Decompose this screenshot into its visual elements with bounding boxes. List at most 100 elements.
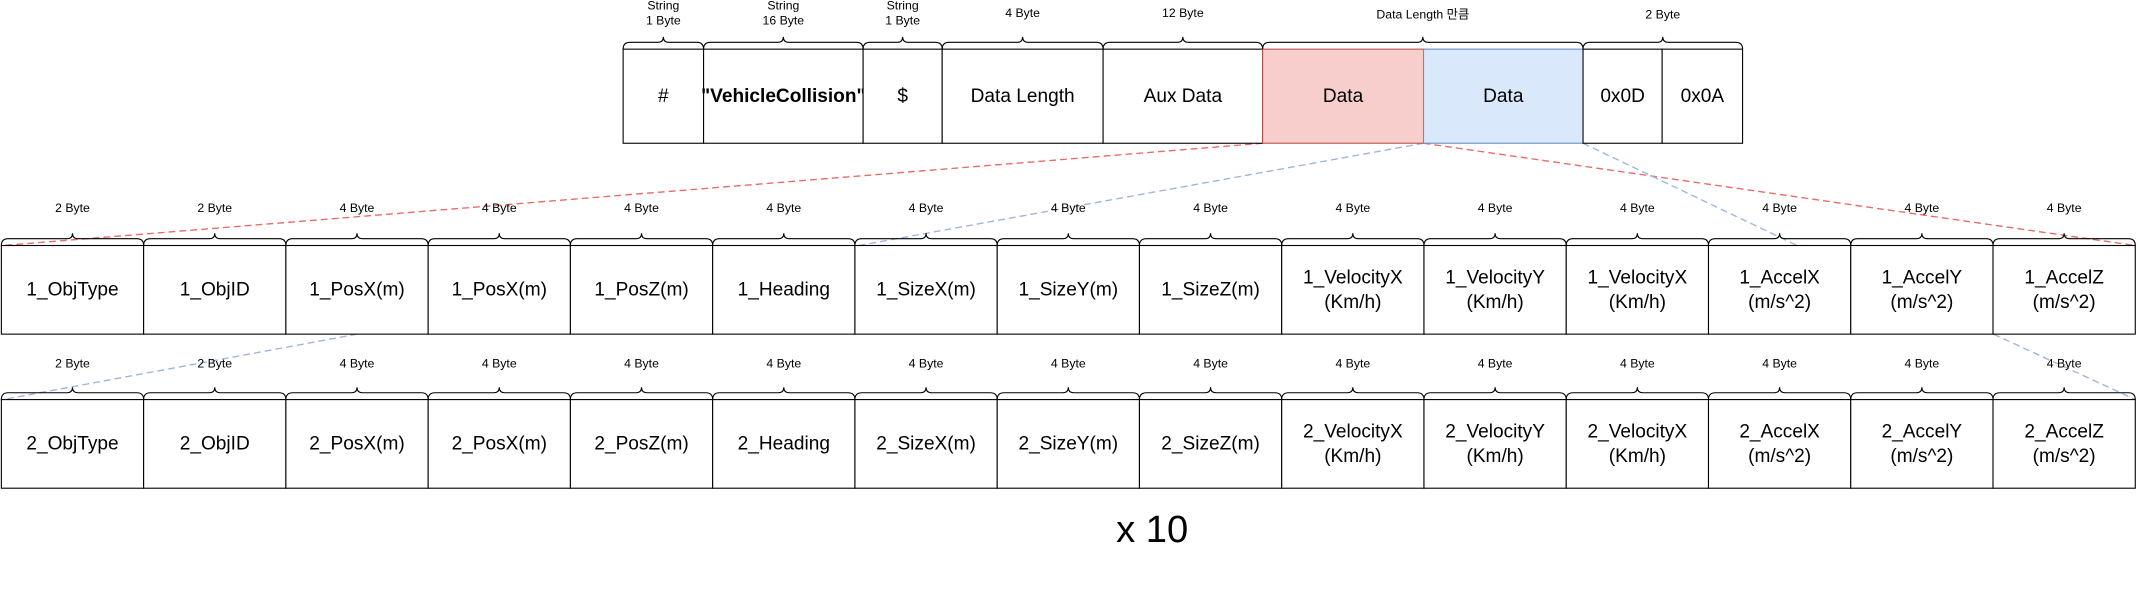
- size-label: 4 Byte: [1051, 356, 1086, 370]
- size-label: Data Length 만큼: [1376, 7, 1469, 21]
- cell-text: 1_VelocityX: [1303, 267, 1403, 288]
- brace: [427, 387, 571, 400]
- cell-text: 2_AccelY: [1882, 421, 1963, 442]
- size-label: 4 Byte: [766, 356, 801, 370]
- brace: [1850, 387, 1994, 400]
- size-label: 4 Byte: [482, 201, 517, 215]
- brace: [1992, 233, 2136, 246]
- cell-text: (Km/h): [1609, 292, 1666, 313]
- size-label: 4 Byte: [1478, 356, 1513, 370]
- cell-text: (m/s^2): [1890, 292, 1953, 313]
- header-cell: [622, 48, 705, 144]
- field-cell: [285, 399, 429, 489]
- brace: [1565, 387, 1710, 400]
- size-label: 4 Byte: [1762, 201, 1797, 215]
- cell-text: (Km/h): [1324, 446, 1381, 467]
- brace: [1992, 387, 2136, 400]
- cell-text: $: [897, 86, 908, 107]
- cell-text: Aux Data: [1144, 86, 1223, 107]
- cell-text: 16 Byte: [763, 13, 805, 27]
- brace: [143, 387, 287, 400]
- cell-text: 2_PosX(m): [452, 434, 547, 455]
- field-cell: [427, 244, 571, 335]
- cell-text: 2_PosX(m): [309, 434, 404, 455]
- size-label: 4 Byte: [624, 356, 659, 370]
- size-label: 2 Byte: [197, 201, 232, 215]
- field-cell: [1850, 399, 1994, 489]
- connector: [858, 142, 1424, 247]
- field-cell: [1138, 244, 1283, 335]
- cell-text: 2_ObjID: [180, 434, 250, 455]
- size-label: 4 Byte: [1051, 201, 1086, 215]
- cell-text: 2_AccelX: [1739, 421, 1820, 442]
- cell-text: (Km/h): [1466, 292, 1523, 313]
- field-cell: [1281, 399, 1425, 489]
- cell-text: 2_ObjType: [26, 434, 118, 455]
- brace: [854, 387, 998, 400]
- cell-text: (Km/h): [1466, 446, 1523, 467]
- field-cell: [1423, 399, 1567, 489]
- cell-text: 1_SizeY(m): [1018, 280, 1118, 301]
- field-cell: [0, 244, 145, 335]
- cell-text: 1_PosZ(m): [594, 280, 688, 301]
- cell-text: 0x0D: [1600, 86, 1645, 107]
- field-cell: [0, 399, 145, 489]
- cell-text: 1 Byte: [646, 13, 681, 27]
- field-cell: [1281, 244, 1425, 335]
- size-label: 4 Byte: [2047, 201, 2082, 215]
- header-cell: [1262, 48, 1425, 144]
- cell-text: 1_PosX(m): [309, 280, 404, 301]
- brace: [569, 387, 714, 400]
- brace: [1281, 387, 1425, 400]
- field-cell: [1992, 244, 2136, 335]
- size-label: 4 Byte: [482, 356, 517, 370]
- cell-text: 1_ObjID: [180, 280, 250, 301]
- cell-text: 12 Byte: [1162, 6, 1204, 20]
- multiplier: x 10: [1116, 508, 1188, 551]
- header-cell: [1102, 48, 1264, 144]
- cell-text: 1_AccelX: [1739, 267, 1820, 288]
- field-cell: [143, 244, 287, 335]
- size-label: 4 Byte: [1620, 356, 1655, 370]
- cell-text: 2_SizeY(m): [1018, 434, 1118, 455]
- cell-text: "VehicleCollision": [701, 86, 865, 107]
- brace: [712, 233, 856, 246]
- brace: [285, 233, 429, 246]
- brace: [996, 233, 1140, 246]
- connector: [2, 142, 1263, 247]
- brace: [143, 233, 287, 246]
- brace: [0, 233, 145, 246]
- brace: [1707, 387, 1852, 400]
- cell-text: 2_SizeX(m): [876, 434, 976, 455]
- cell-text: (m/s^2): [1748, 292, 1811, 313]
- cell-text: 1_VelocityX: [1588, 267, 1688, 288]
- field-cell: [1992, 399, 2136, 489]
- brace: [1102, 36, 1264, 50]
- field-cell: [1850, 244, 1994, 335]
- cell-text: 1 Byte: [885, 13, 920, 27]
- header-cell: [1422, 48, 1584, 144]
- field-cell: [1707, 244, 1852, 335]
- cell-text: (m/s^2): [1890, 446, 1953, 467]
- size-label: 2 Byte: [55, 201, 90, 215]
- size-label: 4 Byte: [340, 356, 375, 370]
- connectors: [2, 142, 2136, 401]
- field-cell: [1423, 244, 1567, 335]
- brace: [1138, 387, 1283, 400]
- brace: [1423, 233, 1567, 246]
- cell-text: 2_VelocityX: [1588, 421, 1688, 442]
- size-label: 4 Byte: [909, 356, 944, 370]
- cell-text: (m/s^2): [1748, 446, 1811, 467]
- cell-text: 1_Heading: [738, 280, 830, 301]
- connector: [1582, 142, 1798, 247]
- field-cell: [569, 244, 714, 335]
- field-cell: [712, 244, 856, 335]
- cell-text: 2_Heading: [738, 434, 830, 455]
- field-cell: [996, 244, 1140, 335]
- cell-text: Data: [1483, 86, 1524, 107]
- connector: [1423, 142, 2136, 247]
- field-cell: [1138, 399, 1283, 489]
- header-cell: [1582, 48, 1663, 144]
- cell-text: (Km/h): [1609, 446, 1666, 467]
